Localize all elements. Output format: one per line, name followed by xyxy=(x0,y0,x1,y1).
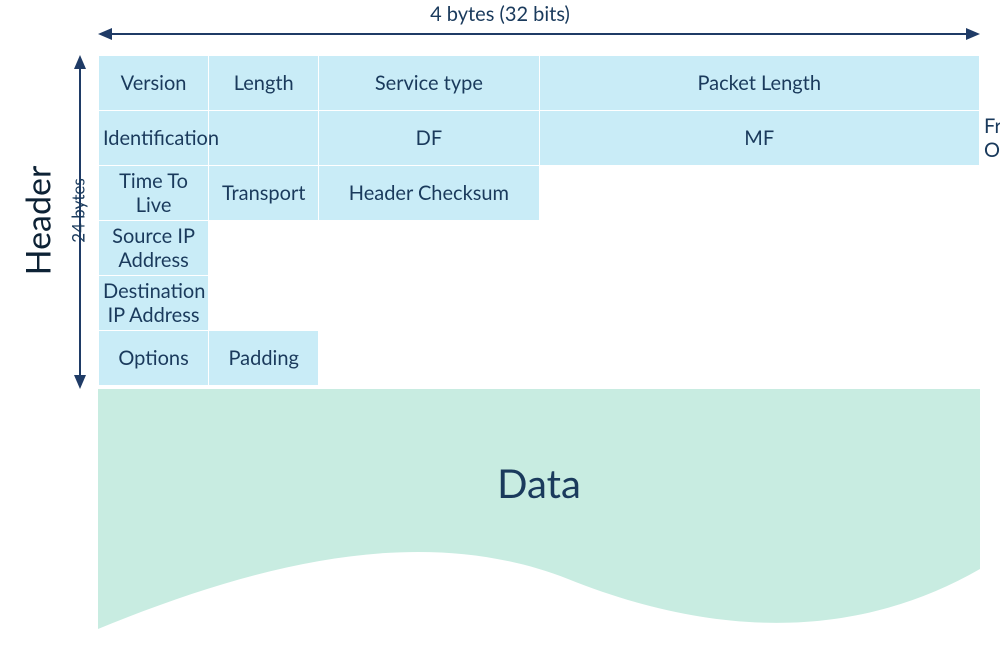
ip-header-row: Time To LiveTransportHeader Checksum xyxy=(99,166,980,221)
ip-header-field: Version xyxy=(99,56,209,111)
ip-header-row: IdentificationDFMFFragment Offset xyxy=(99,111,980,166)
ip-header-field: MF xyxy=(539,111,980,166)
diagram-canvas: 4 bytes (32 bits) Header 24 bytes Versio… xyxy=(0,0,1000,661)
top-width-arrow xyxy=(98,24,980,44)
ip-header-field: Destination IP Address xyxy=(99,276,209,331)
ip-header-field: Time To Live xyxy=(99,166,209,221)
ip-header-row: VersionLengthService typePacket Length xyxy=(99,56,980,111)
ip-header-field xyxy=(209,111,319,166)
data-section-label: Data xyxy=(98,459,980,507)
ip-header-field: DF xyxy=(319,111,539,166)
ip-header-row: Destination IP Address xyxy=(99,276,980,331)
ip-header-table: VersionLengthService typePacket LengthId… xyxy=(98,55,980,386)
top-width-label: 4 bytes (32 bits) xyxy=(0,2,1000,26)
ip-header-field: Header Checksum xyxy=(319,166,539,221)
ip-header-field: Source IP Address xyxy=(99,221,209,276)
ip-header-field: Transport xyxy=(209,166,319,221)
side-header-length: 24 bytes xyxy=(68,161,89,261)
ip-header-field: Length xyxy=(209,56,319,111)
ip-header-row: OptionsPadding xyxy=(99,331,980,386)
ip-header-row: Source IP Address xyxy=(99,221,980,276)
ip-header-field: Service type xyxy=(319,56,539,111)
ip-header-field: Options xyxy=(99,331,209,386)
ip-header-field: Padding xyxy=(209,331,319,386)
data-section: Data xyxy=(98,389,980,639)
data-section-shape xyxy=(98,389,980,649)
ip-header-field: Packet Length xyxy=(539,56,980,111)
side-header-title: Header xyxy=(18,161,59,281)
ip-header-field: Identification xyxy=(99,111,209,166)
ip-header-table-wrap: VersionLengthService typePacket LengthId… xyxy=(98,55,980,386)
